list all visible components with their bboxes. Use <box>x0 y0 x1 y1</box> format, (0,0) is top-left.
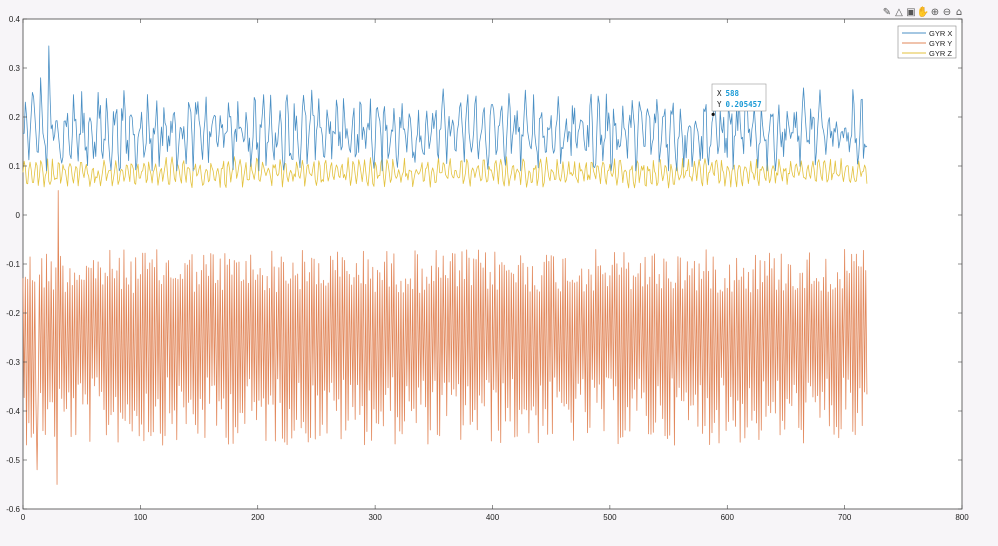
y-tick-label: -0.4 <box>6 407 20 416</box>
datatip-box <box>711 83 767 112</box>
x-tick-label: 0 <box>21 513 26 522</box>
y-tick-label: -0.2 <box>6 309 20 318</box>
series-layer <box>22 45 868 485</box>
series-line-x <box>22 45 868 172</box>
home-icon[interactable]: ⌂ <box>955 7 963 18</box>
y-axis: 0.4 0.3 0.2 0.1 0 -0.1 -0.2 -0.3 -0.4 -0.5 -0.6 <box>6 15 962 514</box>
y-tick-label: 0.2 <box>9 113 21 122</box>
y-tick-label: -0.6 <box>6 505 20 514</box>
datatip-y-value: 0.205457 <box>726 100 762 109</box>
x-tick-label: 500 <box>603 513 617 522</box>
zoom-in-icon[interactable]: ⊕ <box>930 7 940 18</box>
x-tick-label: 600 <box>721 513 735 522</box>
legend-label-y: GYR Y <box>929 39 952 48</box>
datatip-marker <box>711 112 715 116</box>
y-tick-label: -0.3 <box>6 358 20 367</box>
plot-background <box>22 18 963 510</box>
y-tick-label: 0.3 <box>9 64 21 73</box>
datatip-icon[interactable]: △ <box>895 7 903 18</box>
svg-text:Y0.205457: Y 0.205457 <box>717 100 762 109</box>
legend-label-x: GYR X <box>929 29 952 38</box>
series-line-y <box>22 190 868 485</box>
x-tick-label: 200 <box>251 513 265 522</box>
x-tick-label: 400 <box>486 513 500 522</box>
y-tick-label: 0.1 <box>9 162 21 171</box>
legend-label-z: GYR Z <box>929 49 952 58</box>
pan-icon[interactable]: ✋ <box>916 7 930 18</box>
y-tick-label: 0.4 <box>9 15 21 24</box>
x-tick-label: 100 <box>134 513 148 522</box>
datatip-x-value: 588 <box>726 89 740 98</box>
datatip[interactable]: X 588 Y 0.205457 <box>711 83 767 116</box>
brush-icon[interactable]: ✎ <box>882 7 892 18</box>
legend: GYR X GYR Y GYR Z <box>897 25 957 59</box>
y-tick-label: -0.1 <box>6 260 20 269</box>
figure-toolbar: ✎ △ ▣ ✋ ⊕ ⊖ ⌂ <box>872 5 964 21</box>
x-tick-label: 700 <box>838 513 852 522</box>
y-tick-label: 0 <box>16 211 21 220</box>
x-axis: 0 100 200 300 400 500 600 700 800 <box>21 19 969 522</box>
datatip-x-label: X <box>717 89 722 98</box>
datatip-y-label: Y <box>717 100 722 109</box>
x-tick-label: 800 <box>955 513 969 522</box>
series-line-z <box>22 156 868 189</box>
save-icon[interactable]: ▣ <box>906 7 916 18</box>
y-tick-label: -0.5 <box>6 456 20 465</box>
zoom-out-icon[interactable]: ⊖ <box>942 7 952 18</box>
x-tick-label: 300 <box>368 513 382 522</box>
